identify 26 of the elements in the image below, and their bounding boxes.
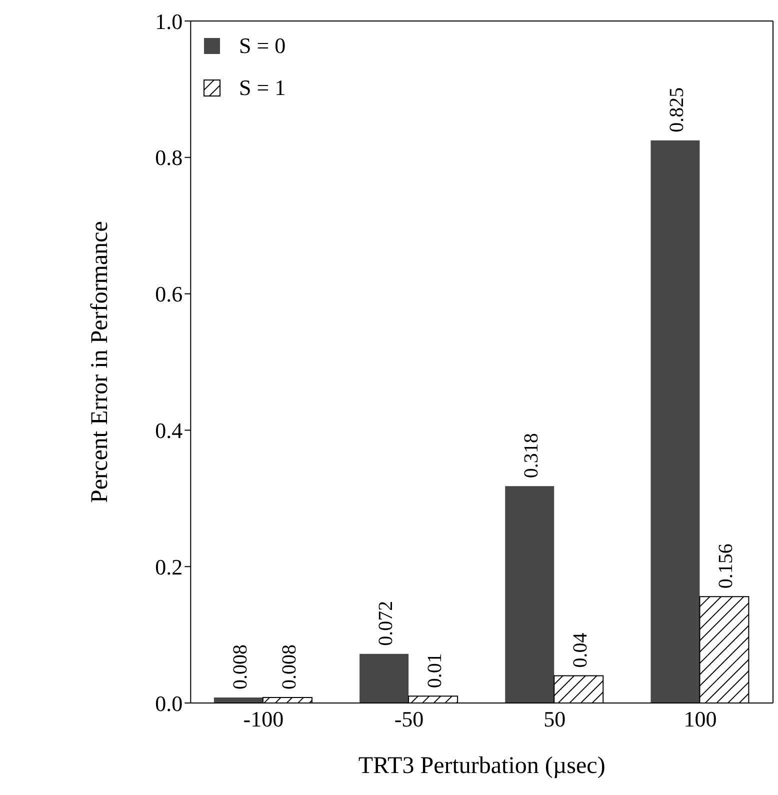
y-tick-label: 0.4 [155, 418, 183, 444]
x-tick-label: -100 [243, 706, 284, 732]
y-tick-label: 1.0 [155, 8, 183, 34]
x-tick-label: 100 [684, 706, 717, 732]
y-axis-title: Percent Error in Performance [87, 221, 114, 503]
y-tick-label: 0.8 [155, 145, 183, 170]
data-label: 0.156 [715, 544, 738, 589]
y-tick-label: 0.6 [155, 282, 183, 307]
data-label: 0.072 [375, 600, 398, 646]
data-label: 0.04 [570, 632, 592, 668]
bar [360, 654, 409, 703]
legend-label: S = 0 [239, 33, 286, 59]
x-tick-label: -50 [394, 706, 424, 732]
data-label: 0.008 [229, 644, 252, 690]
y-tick-label: 0.0 [155, 690, 183, 716]
y-tick-label: 0.2 [155, 554, 183, 580]
x-tick-label: 50 [544, 706, 566, 732]
bar [214, 698, 263, 703]
legend-label: S = 1 [239, 75, 286, 101]
data-label: 0.01 [424, 653, 446, 688]
x-axis-title: TRT3 Perturbation (µsec) [358, 753, 606, 779]
bar [505, 486, 554, 703]
data-label: 0.008 [278, 644, 300, 690]
bar [650, 140, 700, 703]
data-label: 0.318 [520, 433, 543, 478]
data-label: 0.825 [666, 87, 688, 132]
